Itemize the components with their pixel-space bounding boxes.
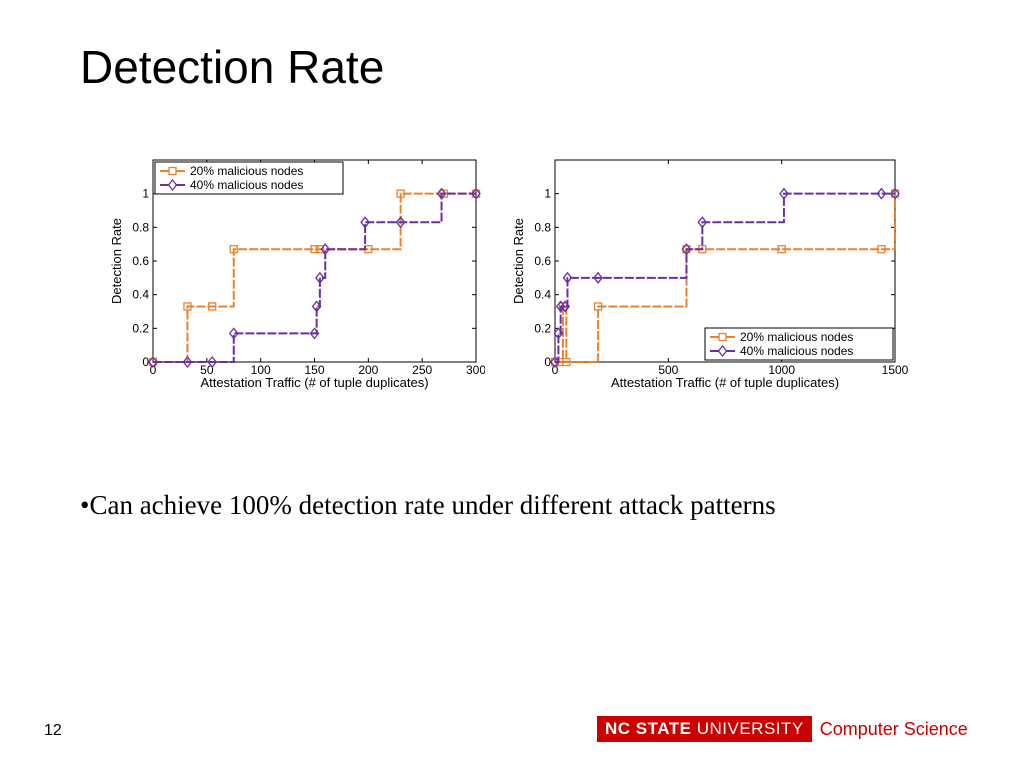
data-point-diamond — [395, 216, 406, 229]
x-tick-label: 0 — [552, 363, 559, 377]
y-tick-label: 0 — [544, 355, 551, 369]
y-tick-label: 0.2 — [534, 321, 551, 335]
data-point-diamond — [681, 243, 692, 256]
y-tick-label: 0 — [142, 355, 149, 369]
x-tick-label: 200 — [358, 363, 378, 377]
data-point-diamond — [207, 355, 218, 369]
y-tick-label: 0.6 — [132, 254, 149, 268]
data-point-diamond — [593, 271, 603, 284]
y-tick-label: 0.2 — [132, 321, 149, 335]
series-line — [555, 192, 895, 363]
legend-marker-square — [718, 332, 727, 342]
x-tick-label: 300 — [466, 363, 485, 377]
data-point-diamond — [148, 355, 158, 369]
data-point-diamond — [779, 187, 789, 200]
data-point-square — [396, 189, 405, 198]
slide-title: Detection Rate — [80, 41, 385, 93]
ncsu-logo-bold: NC STATE — [605, 719, 692, 738]
data-point-square — [310, 245, 319, 254]
legend-label: 20% malicious nodes — [740, 330, 853, 344]
legend-marker-diamond — [717, 344, 728, 358]
y-tick-label: 1 — [142, 187, 149, 201]
data-point-diamond — [182, 355, 193, 369]
x-tick-label: 0 — [150, 363, 157, 377]
series-line — [555, 193, 896, 363]
x-tick-label: 1000 — [768, 363, 795, 377]
detection-rate-chart-left: 0 50 100 150 200 250 300 0 0.2 0.4 0.6 0.8 1 Attestat… — [109, 159, 485, 390]
data-point-square — [315, 245, 325, 254]
data-point-square — [593, 302, 603, 311]
data-point-diamond — [228, 327, 239, 340]
y-tick-label: 0.6 — [534, 254, 551, 268]
x-tick-label: 150 — [304, 363, 324, 377]
legend-box — [704, 327, 894, 361]
x-tick-label: 50 — [200, 363, 214, 377]
y-axis-label: Detection Rate — [511, 218, 526, 304]
x-tick-label: 100 — [251, 363, 271, 377]
data-point-square — [183, 302, 192, 311]
x-axis-label: Attestation Traffic (# of tuple duplicat… — [200, 375, 428, 390]
data-point-diamond — [309, 327, 320, 340]
data-point-diamond — [697, 216, 708, 229]
data-point-diamond — [360, 216, 370, 229]
data-point-diamond — [562, 271, 573, 284]
data-point-diamond — [311, 300, 322, 313]
detection-rate-chart-right: 0 500 1000 1500 0 0.2 0.4 0.6 0.8 1 Attestation Tr… — [511, 159, 909, 390]
x-tick-label: 250 — [412, 363, 432, 377]
legend-marker-diamond — [167, 178, 178, 192]
bullet-text: •Can achieve 100% detection rate under d… — [80, 490, 776, 520]
legend-marker-square — [168, 166, 177, 176]
department-label: Computer Science — [819, 718, 968, 739]
y-tick-label: 0.4 — [132, 288, 149, 302]
series-line — [153, 192, 476, 363]
legend-box — [154, 161, 344, 195]
legend-label: 20% malicious nodes — [190, 164, 303, 178]
x-axis-label: Attestation Traffic (# of tuple duplicat… — [611, 375, 839, 390]
data-point-diamond — [436, 187, 447, 200]
data-point-square — [208, 302, 217, 311]
x-tick-label: 500 — [658, 363, 678, 377]
data-point-square — [777, 245, 786, 254]
data-point-diamond — [550, 355, 560, 369]
ncsu-logo-rest: UNIVERSITY — [691, 719, 804, 738]
data-point-square — [877, 245, 886, 254]
data-point-diamond — [560, 300, 571, 313]
data-point-diamond — [315, 271, 325, 284]
series-line — [153, 192, 476, 363]
y-axis-label: Detection Rate — [109, 218, 124, 304]
page-number: 12 — [44, 722, 62, 739]
data-point-diamond — [890, 187, 900, 200]
y-tick-label: 0.4 — [534, 288, 551, 302]
data-point-diamond — [876, 187, 887, 200]
ncsu-logo: NC STATE UNIVERSITY — [597, 716, 812, 742]
footer: NC STATE UNIVERSITY Computer Science — [597, 716, 968, 742]
y-tick-label: 1 — [544, 187, 551, 201]
x-tick-label: 1500 — [882, 363, 909, 377]
data-point-square — [562, 357, 571, 367]
y-tick-label: 0.8 — [534, 220, 551, 234]
data-point-diamond — [320, 243, 331, 256]
y-tick-label: 0.8 — [132, 220, 149, 234]
legend-label: 40% malicious nodes — [740, 344, 853, 358]
data-point-square — [229, 245, 238, 254]
data-point-diamond — [553, 327, 564, 340]
legend-label: 40% malicious nodes — [190, 178, 303, 192]
data-point-diamond — [471, 187, 481, 200]
